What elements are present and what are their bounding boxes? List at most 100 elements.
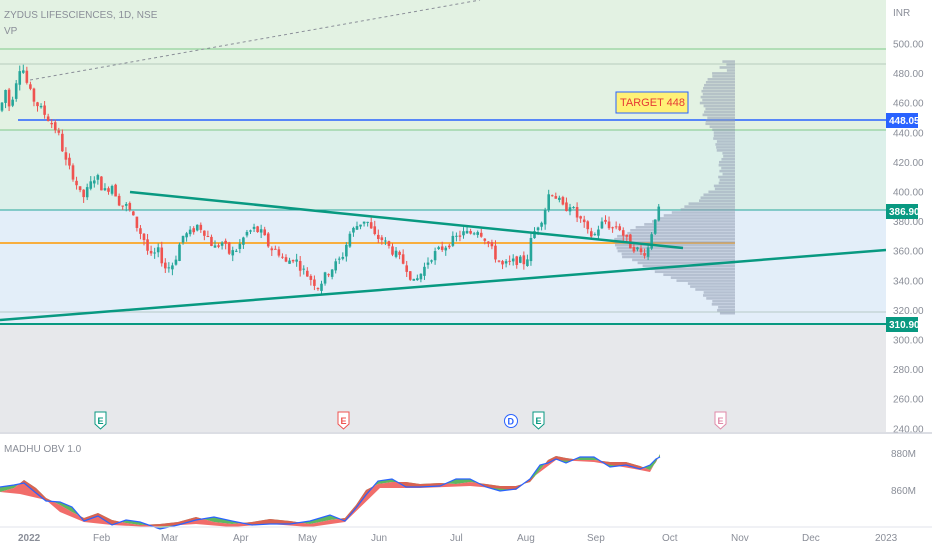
time-axis-label: Aug xyxy=(517,533,535,544)
volume-profile-bar xyxy=(712,128,735,131)
candle-body xyxy=(156,247,160,253)
candle-body xyxy=(614,226,618,228)
volume-profile-bar xyxy=(712,72,735,75)
candle-body xyxy=(401,254,405,264)
volume-profile-bar xyxy=(670,276,735,279)
volume-profile-bar xyxy=(617,249,735,253)
ascending-trendline[interactable] xyxy=(0,248,887,322)
earnings-marker-2[interactable]: E xyxy=(337,411,350,430)
dashed-trendline[interactable] xyxy=(29,0,481,81)
time-axis-label: Dec xyxy=(802,533,820,544)
candle-body xyxy=(114,184,117,197)
descending-trendline[interactable] xyxy=(129,190,684,250)
price-axis-label: 380.00 xyxy=(893,217,924,228)
below-zone xyxy=(0,325,886,432)
volume-profile-bar xyxy=(714,187,735,191)
candle-body xyxy=(167,267,171,269)
obv-axis-label-860m: 860M xyxy=(891,486,916,497)
candle-body xyxy=(575,207,579,218)
candle-body xyxy=(110,186,114,194)
volume-profile-bar xyxy=(644,223,735,226)
candle-body xyxy=(75,180,78,186)
candle-body xyxy=(511,258,515,262)
candle-body xyxy=(387,241,391,246)
candle-body xyxy=(529,237,533,262)
volume-profile-bar xyxy=(680,208,735,211)
support-tag-text: 310.90 xyxy=(889,320,920,331)
candle-body xyxy=(93,180,96,184)
earnings-marker-3[interactable]: E xyxy=(532,411,545,430)
volume-profile-bar xyxy=(707,116,735,120)
candle-body xyxy=(533,231,536,239)
time-axis-labels[interactable]: 2022 Feb Mar Apr May Jun Jul Aug Sep Oct Nov Dec 202… xyxy=(18,533,898,544)
volume-profile-bar xyxy=(705,119,735,123)
candle-body xyxy=(39,105,43,108)
volume-profile-bar xyxy=(657,217,735,220)
candle-body xyxy=(288,260,291,264)
earnings-marker-future[interactable]: E xyxy=(714,411,727,430)
volume-profile-bar xyxy=(722,172,735,176)
candle-body xyxy=(227,242,231,254)
volume-profile-bar xyxy=(718,181,735,185)
event-marker-label-3: D xyxy=(508,417,515,427)
obv-signal-line xyxy=(0,456,661,530)
candle-body xyxy=(483,238,487,241)
candle-body xyxy=(36,102,39,107)
volume-profile-bar xyxy=(711,303,735,306)
candle-body xyxy=(345,244,348,257)
candle-body xyxy=(164,262,167,269)
volume-profile-bar xyxy=(712,75,735,78)
price-axis-label: 360.00 xyxy=(893,247,924,258)
candle-body xyxy=(235,250,238,252)
candle-body xyxy=(433,251,437,261)
volume-profile-bar xyxy=(687,282,735,285)
candle-body xyxy=(124,204,128,206)
volume-profile-bar xyxy=(719,311,735,315)
price-axis-label: 280.00 xyxy=(893,365,924,376)
candle-body xyxy=(117,195,121,206)
candle-body xyxy=(323,272,327,284)
volume-profile-bar xyxy=(705,81,735,84)
earnings-marker-1[interactable]: E xyxy=(94,411,107,430)
indicator-label: VP xyxy=(4,26,18,37)
candle-body xyxy=(526,259,529,266)
candle-body xyxy=(43,105,46,115)
volume-profile-bar xyxy=(718,305,735,309)
candle-body xyxy=(302,268,306,270)
volume-profile-bar xyxy=(632,258,735,262)
volume-profile-bar xyxy=(617,234,735,238)
candle-body xyxy=(377,234,380,240)
candle-body xyxy=(590,231,593,237)
candle-body xyxy=(632,247,636,252)
candle-body xyxy=(132,211,135,216)
candle-body xyxy=(479,232,483,237)
candle-body xyxy=(64,152,68,160)
dividend-marker[interactable]: D xyxy=(504,414,518,428)
volume-profile-bar xyxy=(721,166,735,170)
volume-profile-bar xyxy=(709,125,735,128)
volume-profile-bar xyxy=(703,104,735,108)
volume-profile-bar xyxy=(718,175,735,179)
candle-body xyxy=(71,165,75,180)
target-label: TARGET 448 xyxy=(620,97,685,109)
candle-body xyxy=(220,242,224,246)
candle-body xyxy=(579,216,582,219)
volume-profile-bar xyxy=(676,279,735,282)
volume-profile-bar xyxy=(713,184,735,188)
candle-body xyxy=(444,247,448,251)
volume-profile-bar xyxy=(699,101,735,105)
candle-body xyxy=(597,229,600,236)
target-label-box[interactable] xyxy=(615,91,689,114)
candle-body xyxy=(416,278,419,281)
price-axis-label: 340.00 xyxy=(893,276,924,287)
candle-body xyxy=(149,250,153,254)
candle-body xyxy=(309,275,313,280)
candle-body xyxy=(135,216,139,228)
volume-profile-bar xyxy=(718,160,735,164)
volume-profile-bar xyxy=(704,83,735,87)
candle-body xyxy=(423,266,426,276)
volume-profile-bar xyxy=(688,202,735,205)
candle-body xyxy=(231,250,235,256)
candle-body xyxy=(636,247,639,250)
